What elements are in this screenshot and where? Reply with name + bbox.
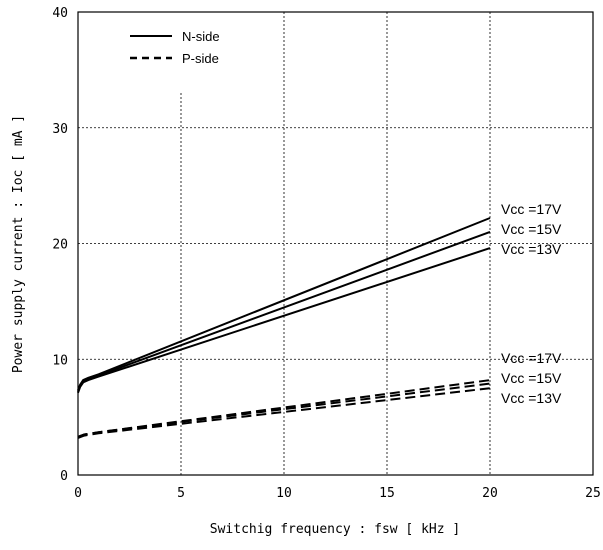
series-layer (77, 217, 491, 439)
p-side-annotations: Vcc =17V Vcc =15V Vcc =13V (501, 350, 562, 406)
annotation-p-side-vcc-13: Vcc =13V (501, 390, 562, 406)
y-tick-label: 30 (52, 122, 68, 137)
x-axis-title: Switchig frequency : fsw [ kHz ] (210, 522, 460, 537)
legend: N-side P-side (130, 29, 220, 66)
plot-frame (77, 11, 594, 476)
series-line-n-side-13 (77, 247, 491, 394)
series-line-p-side-13 (77, 387, 491, 439)
x-tick-label: 10 (276, 486, 292, 501)
y-tick-label: 20 (52, 238, 68, 253)
series-line-p-side-15 (77, 382, 491, 438)
x-tick-labels: 0 5 10 15 20 25 (74, 486, 601, 501)
x-tick-label: 20 (482, 486, 498, 501)
x-tick-label: 15 (379, 486, 395, 501)
y-tick-label: 10 (52, 353, 68, 368)
annotation-p-side-vcc-15: Vcc =15V (501, 370, 562, 386)
y-tick-labels: 0 10 20 30 40 (52, 6, 68, 484)
legend-label-p-side: P-side (182, 51, 219, 66)
x-tick-label: 5 (177, 486, 185, 501)
y-tick-label: 40 (52, 6, 68, 21)
annotation-n-side-vcc-13: Vcc =13V (501, 241, 562, 257)
annotation-n-side-vcc-15: Vcc =15V (501, 221, 562, 237)
n-side-annotations: Vcc =17V Vcc =15V Vcc =13V (501, 201, 562, 257)
series-line-n-side-15 (77, 230, 491, 393)
annotation-n-side-vcc-17: Vcc =17V (501, 201, 562, 217)
y-tick-label: 0 (60, 469, 68, 484)
annotation-p-side-vcc-17: Vcc =17V (501, 350, 562, 366)
x-tick-label: 0 (74, 486, 82, 501)
x-tick-label: 25 (585, 486, 601, 501)
y-axis-title: Power supply current : Ioc [ mA ] (11, 115, 26, 373)
grid-lines (78, 12, 593, 475)
legend-label-n-side: N-side (182, 29, 220, 44)
